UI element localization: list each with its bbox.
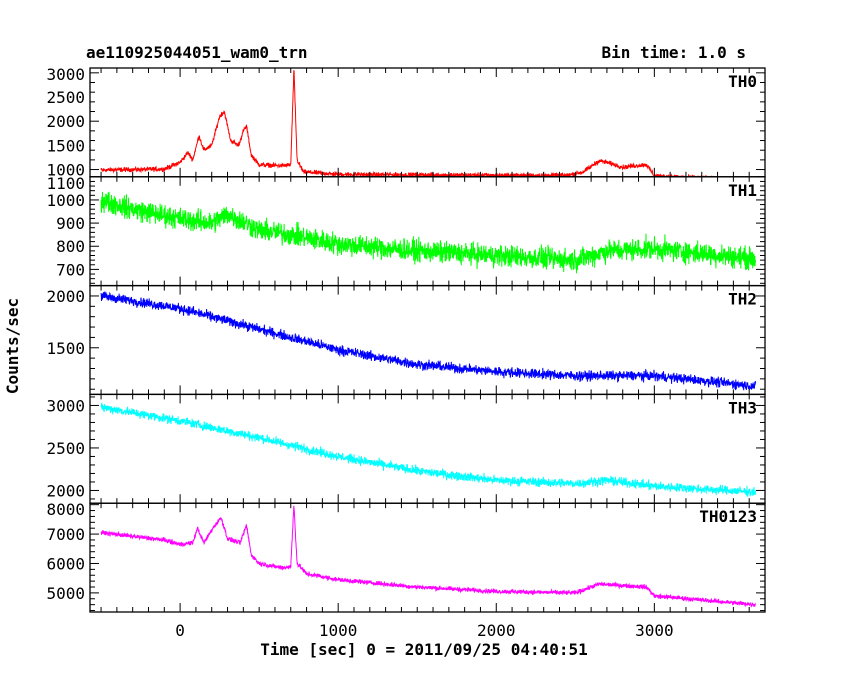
y-tick-label: 700 [56,260,85,279]
panel-frame [89,176,766,287]
y-tick-label: 1000 [46,191,85,210]
y-tick-label: 3000 [46,396,85,415]
y-axis-title: Counts/sec [3,298,22,394]
bin-time-label: Bin time: 1.0 s [602,43,747,62]
y-tick-label: 1500 [46,136,85,155]
x-tick-label: 1000 [319,621,358,640]
y-tick-label: 2500 [46,439,85,458]
series-line-th2 [100,291,756,391]
y-tick-label: 8000 [46,500,85,519]
y-tick-label: 2000 [46,287,85,306]
panel-label-th3: TH3 [728,398,757,417]
panel-label-th0: TH0 [728,72,757,91]
panel-label-th1: TH1 [728,181,757,200]
y-tick-label: 7000 [46,525,85,544]
panel-frame [89,67,766,178]
x-tick-label: 3000 [635,621,674,640]
x-axis-title: Time [sec] 0 = 2011/09/25 04:40:51 [260,640,588,659]
y-tick-label: 1000 [46,161,85,180]
series-line-th3 [100,402,756,497]
series-line-th0 [100,70,753,177]
y-tick-label: 1500 [46,339,85,358]
y-tick-label: 2000 [46,112,85,131]
y-tick-label: 5000 [46,584,85,603]
y-tick-label: 6000 [46,554,85,573]
y-tick-label: 2500 [46,88,85,107]
series-line-th1 [100,191,756,274]
chart-title: ae110925044051_wam0_trn [86,43,308,62]
y-tick-label: 900 [56,214,85,233]
panel-label-th2: TH2 [728,290,757,309]
y-tick-label: 800 [56,237,85,256]
panel-label-th0123: TH0123 [699,507,757,526]
x-tick-label: 0 [175,621,185,640]
x-tick-label: 2000 [477,621,516,640]
y-tick-label: 1100 [46,174,85,193]
series-line-th0123 [100,505,756,608]
y-tick-label: 2000 [46,481,85,500]
y-tick-label: 3000 [46,65,85,84]
panels-group: TH010001500200025003000TH170080090010001… [46,65,766,640]
